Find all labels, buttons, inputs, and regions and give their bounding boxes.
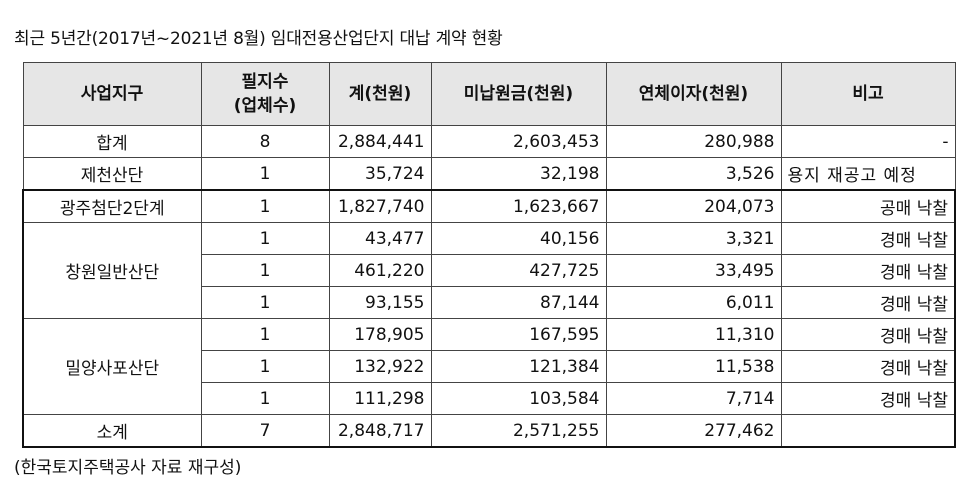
- cell-parcels: 8: [200, 125, 330, 158]
- table-row: 제천산단 1 35,724 32,198 3,526 용지 재공고 예정: [22, 157, 956, 191]
- cell-total: 43,477: [328, 222, 432, 255]
- header-interest: 연체이자(천원): [605, 62, 782, 126]
- cell-note: 경매 낙찰: [780, 222, 956, 255]
- cell-total: 93,155: [328, 286, 432, 319]
- cell-interest: 7,714: [605, 382, 782, 415]
- cell-note: 공매 낙찰: [780, 189, 956, 223]
- cell-note: 경매 낙찰: [780, 350, 956, 383]
- cell-note: 용지 재공고 예정: [780, 157, 956, 191]
- header-note: 비고: [780, 62, 956, 126]
- table-header-row: 사업지구 필지수 (업체수) 계(천원) 미납원금(천원) 연체이자(천원) 비…: [22, 62, 956, 126]
- cell-note: 경매 낙찰: [780, 382, 956, 415]
- cell-principal: 1,623,667: [430, 189, 607, 223]
- table-row: 합계 8 2,884,441 2,603,453 280,988 -: [22, 125, 956, 158]
- cell-district: 소계: [22, 414, 202, 448]
- cell-district: 합계: [22, 125, 202, 158]
- table-row: 창원일반산단 1 43,477 40,156 3,321 경매 낙찰: [22, 222, 956, 319]
- cell-district: 제천산단: [22, 157, 202, 191]
- cell-parcels: 1: [200, 318, 330, 351]
- table-row: 밀양사포산단 1 178,905 167,595 11,310 경매 낙찰: [22, 318, 956, 415]
- cell-total: 178,905: [328, 318, 432, 351]
- cell-total: 461,220: [328, 254, 432, 287]
- cell-principal: 121,384: [430, 350, 607, 383]
- cell-principal: 2,603,453: [430, 125, 607, 158]
- page-title: 최근 5년간(2017년~2021년 8월) 임대전용산업단지 대납 계약 현황: [14, 29, 503, 49]
- cell-interest: 11,310: [605, 318, 782, 351]
- cell-parcels: 1: [200, 350, 330, 383]
- cell-total: 35,724: [328, 157, 432, 191]
- cell-total: 2,848,717: [328, 414, 432, 448]
- header-total: 계(천원): [328, 62, 432, 126]
- cell-parcels: 1: [200, 222, 330, 255]
- cell-interest: 204,073: [605, 189, 782, 223]
- table-row: 1 111,298 103,584 7,714 경매 낙찰: [23, 382, 956, 415]
- cell-interest: 3,526: [605, 157, 782, 191]
- cell-principal: 40,156: [430, 222, 607, 255]
- table-row: 광주첨단2단계 1 1,827,740 1,623,667 204,073 공매…: [22, 189, 956, 223]
- cell-parcels: 1: [200, 189, 330, 223]
- header-district: 사업지구: [22, 62, 202, 126]
- cell-interest: 33,495: [605, 254, 782, 287]
- cell-total: 2,884,441: [328, 125, 432, 158]
- cell-note: 경매 낙찰: [780, 318, 956, 351]
- cell-principal: 87,144: [430, 286, 607, 319]
- cell-interest: 280,988: [605, 125, 782, 158]
- cell-total: 1,827,740: [328, 189, 432, 223]
- cell-district: 창원일반산단: [22, 222, 202, 319]
- cell-parcels: 7: [200, 414, 330, 448]
- cell-principal: 103,584: [430, 382, 607, 415]
- cell-total: 132,922: [328, 350, 432, 383]
- cell-principal: 427,725: [430, 254, 607, 287]
- table-row: 1 132,922 121,384 11,538 경매 낙찰: [23, 350, 956, 383]
- cell-interest: 277,462: [605, 414, 782, 448]
- header-principal: 미납원금(천원): [430, 62, 607, 126]
- contract-status-table: 사업지구 필지수 (업체수) 계(천원) 미납원금(천원) 연체이자(천원) 비…: [22, 62, 956, 448]
- cell-parcels: 1: [200, 254, 330, 287]
- table-row: 1 93,155 87,144 6,011 경매 낙찰: [23, 286, 956, 319]
- header-parcels: 필지수 (업체수): [200, 62, 330, 126]
- cell-note: -: [780, 125, 956, 158]
- cell-parcels: 1: [200, 157, 330, 191]
- cell-interest: 11,538: [605, 350, 782, 383]
- cell-parcels: 1: [200, 382, 330, 415]
- cell-district: 밀양사포산단: [22, 318, 202, 415]
- cell-interest: 3,321: [605, 222, 782, 255]
- cell-total: 111,298: [328, 382, 432, 415]
- cell-note: 경매 낙찰: [780, 254, 956, 287]
- cell-principal: 2,571,255: [430, 414, 607, 448]
- cell-principal: 32,198: [430, 157, 607, 191]
- cell-principal: 167,595: [430, 318, 607, 351]
- table-row: 소계 7 2,848,717 2,571,255 277,462: [22, 414, 956, 448]
- table-row: 1 461,220 427,725 33,495 경매 낙찰: [23, 254, 956, 287]
- cell-note: [780, 414, 956, 448]
- cell-district: 광주첨단2단계: [22, 189, 202, 223]
- cell-parcels: 1: [200, 286, 330, 319]
- cell-interest: 6,011: [605, 286, 782, 319]
- cell-note: 경매 낙찰: [780, 286, 956, 319]
- source-note: (한국토지주택공사 자료 재구성): [14, 458, 242, 478]
